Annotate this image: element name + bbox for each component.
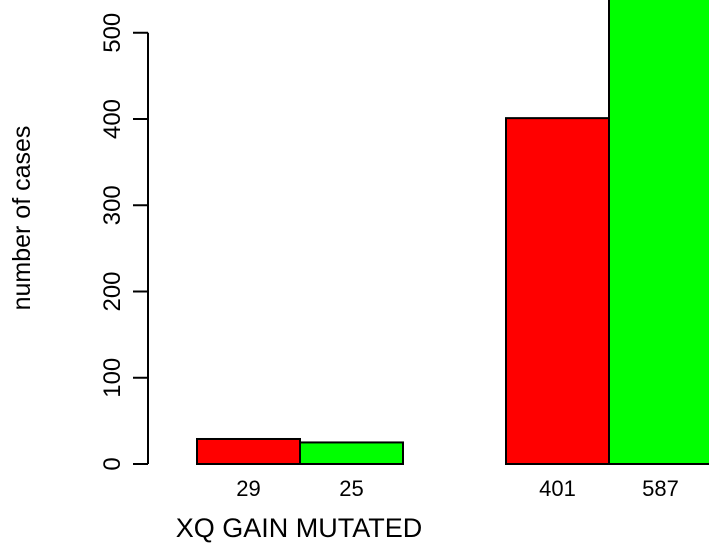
x-group-label: XQ GAIN MUTATED (176, 513, 423, 543)
bar-value-label: 587 (642, 476, 679, 501)
bar-value-label: 25 (339, 476, 363, 501)
bar (609, 0, 709, 464)
bar-labels: 29 25 401 587 (236, 476, 679, 501)
y-tick-label: 0 (99, 457, 126, 470)
bar (300, 442, 403, 464)
y-tick-label: 500 (99, 13, 126, 53)
bars (197, 0, 709, 464)
y-tick-label: 100 (99, 358, 126, 398)
y-axis: 0 100 200 300 400 500 (99, 13, 148, 471)
bar (506, 118, 609, 464)
y-tick-label: 300 (99, 185, 126, 225)
y-tick-label: 200 (99, 271, 126, 311)
bar-value-label: 401 (539, 476, 576, 501)
y-axis-title: number of cases (8, 126, 36, 311)
y-tick-label: 400 (99, 99, 126, 139)
bar (197, 439, 300, 464)
bar-value-label: 29 (236, 476, 260, 501)
